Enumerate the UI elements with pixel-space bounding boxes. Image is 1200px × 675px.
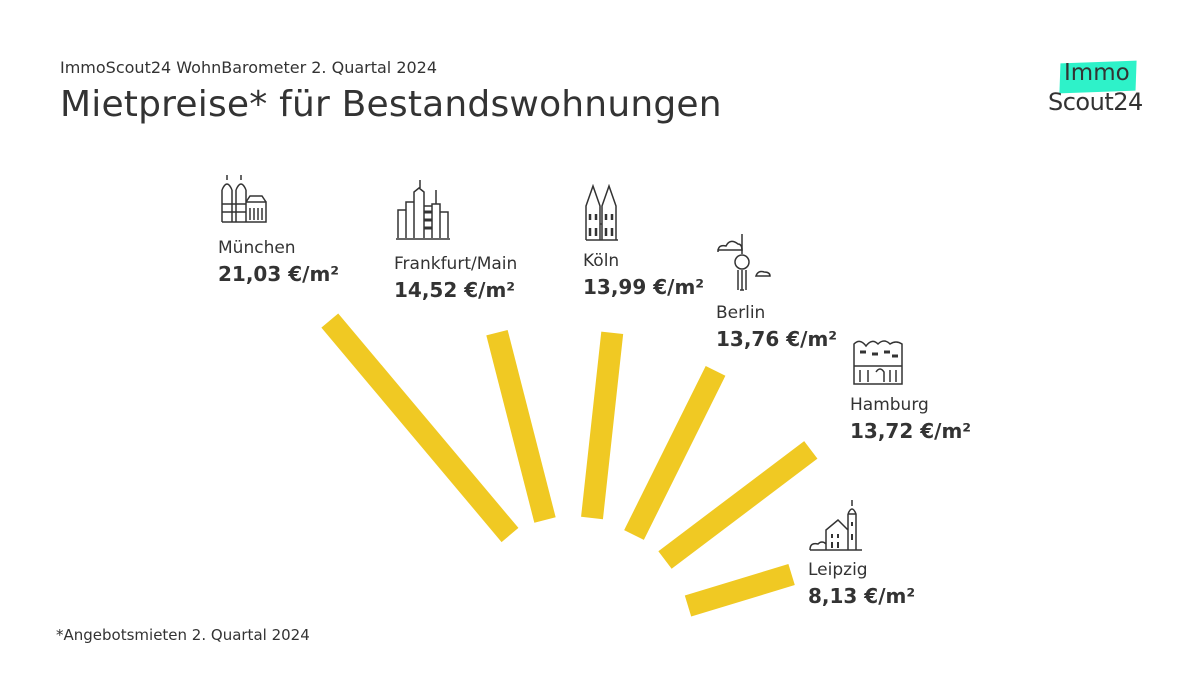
bar-münchen [321, 313, 519, 543]
elbphilharmonie-icon [853, 340, 903, 385]
city-value: 13,99 €/m² [583, 275, 705, 299]
city-label-leipzig: Leipzig 8,13 €/m² [808, 560, 915, 608]
frauenkirche-icon [221, 175, 267, 223]
city-value: 13,76 €/m² [716, 327, 838, 351]
city-value: 13,72 €/m² [850, 419, 972, 443]
immoscout24-logo: Immo Scout24 [1048, 60, 1148, 120]
city-label-koeln: Köln 13,99 €/m² [583, 251, 704, 299]
city-name: Leipzig [808, 560, 868, 580]
footnote: *Angebotsmieten 2. Quartal 2024 [56, 626, 310, 644]
logo-line1: Immo [1064, 60, 1130, 86]
city-name: München [218, 238, 296, 258]
subtitle: ImmoScout24 WohnBarometer 2. Quartal 202… [60, 58, 438, 77]
city-label-berlin: Berlin 13,76 €/m² [716, 303, 837, 351]
old-town-hall-icon [809, 500, 862, 551]
city-label-frankfurt: Frankfurt/Main 14,52 €/m² [394, 254, 517, 302]
city-label-hamburg: Hamburg 13,72 €/m² [850, 395, 971, 443]
logo-line2: Scout24 [1048, 88, 1143, 116]
bar-berlin [624, 366, 726, 540]
city-name: Berlin [716, 303, 766, 323]
city-value: 14,52 €/m² [394, 278, 516, 302]
cathedral-icon [585, 184, 618, 241]
skyline-icon [396, 180, 450, 240]
city-value: 21,03 €/m² [218, 262, 340, 286]
city-value: 8,13 €/m² [808, 584, 916, 608]
bar-hamburg [658, 441, 818, 569]
bar-köln [581, 331, 624, 520]
bar-leipzig [684, 564, 795, 617]
city-name: Köln [583, 251, 620, 271]
bar-frankfurtmain [486, 329, 556, 523]
city-name: Frankfurt/Main [394, 254, 518, 274]
tv-tower-icon [717, 234, 771, 291]
city-label-muenchen: München 21,03 €/m² [218, 238, 339, 286]
city-name: Hamburg [850, 395, 929, 415]
page-title: Mietpreise* für Bestandswohnungen [60, 84, 722, 125]
